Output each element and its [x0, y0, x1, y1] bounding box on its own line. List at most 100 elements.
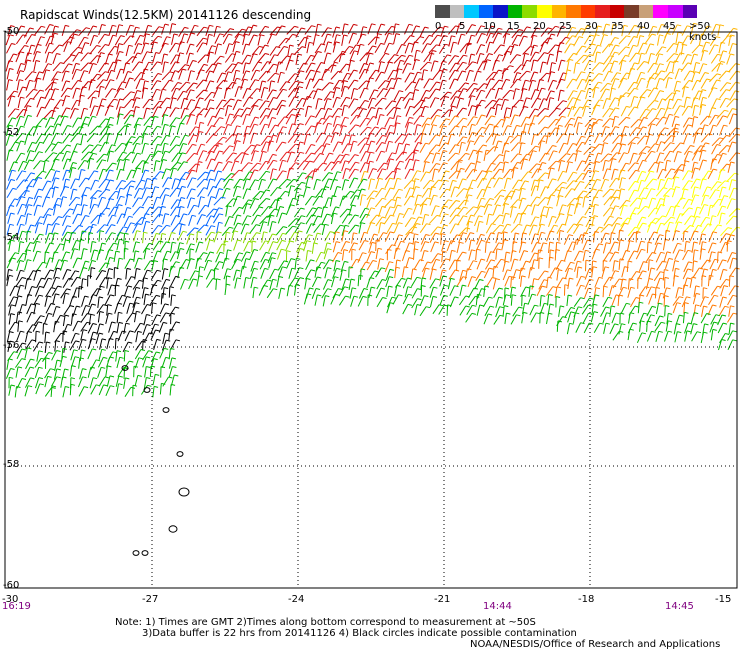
wind-barb: [484, 100, 493, 109]
wind-barb: [24, 249, 28, 261]
wind-barb-feather: [536, 196, 541, 199]
wind-barb: [314, 122, 318, 134]
wind-barb: [593, 189, 600, 200]
wind-barb-feather: [229, 28, 235, 31]
wind-barb: [384, 26, 392, 36]
wind-barb-feather: [66, 150, 71, 153]
wind-barb: [212, 143, 220, 154]
wind-barb: [672, 60, 675, 72]
wind-barb: [222, 161, 229, 172]
wind-barb: [72, 52, 80, 62]
wind-barb-feather: [327, 122, 332, 125]
wind-barb: [321, 288, 328, 299]
wind-barb: [151, 260, 155, 272]
wind-barb-feather: [559, 195, 564, 198]
wind-barb-feather: [680, 52, 685, 55]
wind-barb: [222, 28, 231, 38]
wind-barb-feather: [203, 79, 208, 82]
wind-barb-feather: [202, 37, 208, 40]
wind-barb-feather: [428, 34, 434, 37]
wind-barb-feather: [548, 294, 553, 296]
wind-barb-feather: [688, 207, 693, 210]
wind-barb-feather: [558, 269, 563, 272]
wind-barb: [576, 196, 580, 208]
wind-barb-feather: [385, 80, 390, 83]
wind-barb-feather: [653, 87, 659, 90]
wind-barb-feather: [454, 269, 460, 272]
wind-barb: [663, 216, 672, 226]
wind-barb: [243, 277, 247, 289]
wind-barb-feather: [659, 277, 665, 280]
wind-barb-feather: [209, 251, 215, 254]
wind-barb: [584, 279, 590, 290]
wind-barb-feather: [272, 278, 277, 281]
wind-barb: [502, 125, 508, 136]
wind-barb: [610, 189, 617, 200]
wind-barb-feather: [412, 268, 417, 271]
wind-barb-feather: [66, 288, 71, 291]
wind-barb-feather: [415, 25, 421, 28]
wind-barb-feather: [461, 70, 467, 73]
wind-barb-feather: [163, 114, 169, 117]
wind-barb-feather: [98, 296, 104, 299]
wind-barb: [729, 152, 737, 162]
wind-barb-feather: [416, 276, 422, 279]
wind-barb-feather: [265, 251, 270, 254]
wind-barb: [600, 224, 609, 233]
wind-barb: [672, 205, 677, 217]
wind-barb-feather: [241, 28, 247, 31]
wind-barb: [36, 96, 42, 108]
wind-barb-feather: [203, 108, 208, 111]
wind-barb-feather: [65, 178, 70, 181]
wind-barb: [718, 135, 727, 145]
wind-barb: [468, 53, 472, 65]
wind-barb: [673, 151, 678, 163]
wind-barb-feather: [651, 123, 656, 126]
wind-barb: [717, 251, 719, 263]
wind-barb: [482, 186, 488, 198]
wind-barb: [682, 199, 690, 210]
wind-barb: [456, 188, 465, 198]
wind-barb-feather: [678, 287, 683, 290]
wind-barb-feather: [50, 98, 55, 101]
wind-barb-feather: [139, 135, 144, 138]
wind-barb-feather: [688, 180, 693, 183]
wind-barb: [411, 170, 418, 181]
wind-barb-feather: [198, 275, 204, 278]
wind-barb: [205, 269, 212, 280]
wind-barb: [188, 278, 194, 290]
wind-barb-feather: [91, 79, 96, 82]
wind-barb: [600, 83, 608, 93]
wind-barb: [315, 24, 319, 36]
wind-barb-feather: [92, 294, 97, 297]
wind-barb-feather: [269, 140, 274, 143]
wind-barb-feather: [282, 170, 287, 173]
wind-barb: [243, 203, 248, 215]
wind-barb: [296, 248, 301, 260]
wind-barb: [59, 186, 66, 197]
wind-barb: [491, 125, 495, 137]
wind-barb-feather: [576, 239, 581, 242]
wind-barb: [349, 115, 357, 125]
wind-barb-feather: [24, 45, 29, 47]
wind-barb: [358, 222, 362, 234]
wind-barb-feather: [200, 196, 205, 199]
wind-barb-feather: [714, 44, 719, 47]
wind-barb-feather: [226, 283, 231, 286]
wind-barb: [447, 55, 456, 65]
wind-barb: [180, 33, 185, 45]
wind-barb: [6, 43, 12, 54]
wind-barb-feather: [659, 90, 665, 93]
wind-barb-feather: [68, 277, 73, 280]
wind-barb-feather: [436, 44, 441, 47]
wind-barb: [456, 168, 462, 179]
wind-barb: [719, 89, 727, 99]
wind-barb: [422, 180, 431, 190]
wind-barb: [44, 232, 50, 244]
wind-barb-feather: [119, 187, 125, 190]
wind-barb-feather: [40, 160, 45, 163]
wind-barb: [439, 275, 444, 287]
wind-barb-feather: [577, 266, 583, 269]
wind-barb-feather: [175, 107, 180, 110]
wind-barb: [648, 267, 652, 279]
